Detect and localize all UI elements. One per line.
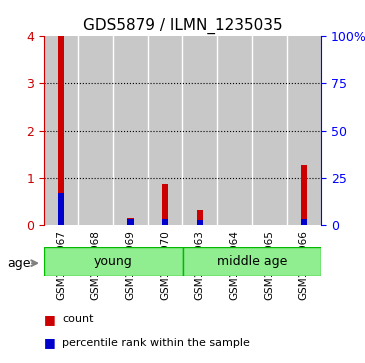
Text: age: age [7,257,31,270]
Bar [197,220,203,225]
Bar [113,36,148,225]
Text: count: count [62,314,93,325]
Bar [78,36,113,225]
Text: middle age: middle age [217,255,287,268]
Bar [58,193,64,225]
Bar [182,36,217,225]
FancyBboxPatch shape [182,247,321,276]
Text: ■: ■ [44,313,55,326]
Text: percentile rank within the sample: percentile rank within the sample [62,338,250,348]
Bar [44,36,78,225]
Bar [217,36,252,225]
Bar [301,219,307,225]
Bar [252,36,287,225]
Bar [58,36,64,225]
Bar [127,218,134,225]
FancyBboxPatch shape [44,247,182,276]
Bar [287,36,321,225]
Bar [162,219,168,225]
Bar [127,219,134,225]
Bar [162,184,168,225]
Text: ■: ■ [44,337,55,350]
Bar [197,210,203,225]
Bar [148,36,182,225]
Text: GDS5879 / ILMN_1235035: GDS5879 / ILMN_1235035 [83,18,282,34]
Bar [301,165,307,225]
Text: young: young [94,255,132,268]
